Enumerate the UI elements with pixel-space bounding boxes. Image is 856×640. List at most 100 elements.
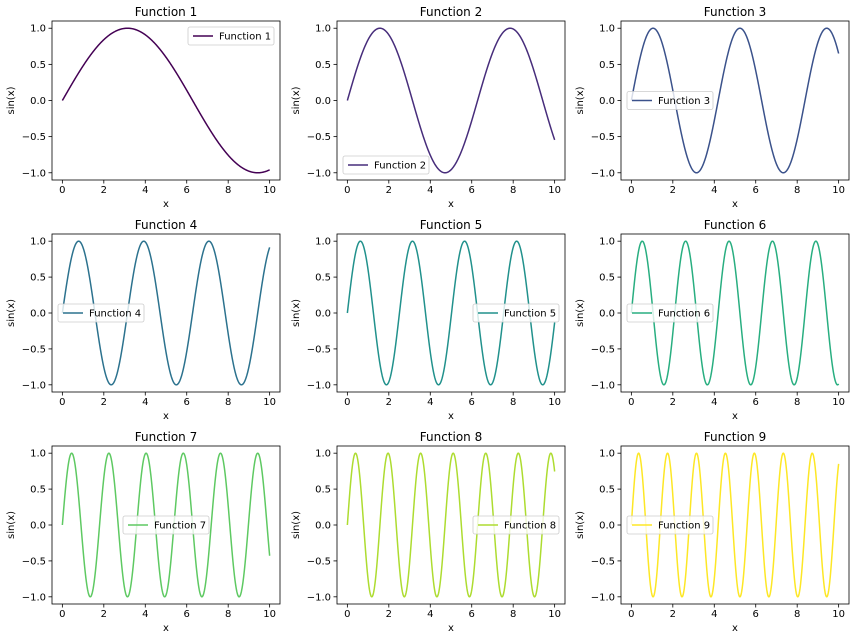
x-tick-label: 8 <box>225 609 231 620</box>
x-tick-label: 0 <box>59 397 65 408</box>
series-line <box>630 452 840 598</box>
y-tick-label: −1.0 <box>307 380 331 391</box>
x-tick-label: 8 <box>510 185 516 196</box>
x-tick-label: 10 <box>548 609 561 620</box>
legend-label: Function 7 <box>154 521 206 532</box>
x-tick-label: 10 <box>832 185 845 196</box>
x-tick-label: 6 <box>184 397 190 408</box>
series-line <box>630 27 840 174</box>
x-tick-label: 4 <box>711 397 717 408</box>
y-tick-label: 0.5 <box>30 273 46 284</box>
x-tick-label: 2 <box>670 397 676 408</box>
legend-label: Function 1 <box>219 32 271 43</box>
x-axis-label: x <box>163 411 169 422</box>
x-tick-label: 0 <box>344 185 350 196</box>
x-tick-label: 2 <box>386 185 392 196</box>
x-axis-label: x <box>448 411 454 422</box>
legend-label: Function 3 <box>658 96 710 107</box>
legend: Function 7 <box>122 515 210 535</box>
y-axis-label: sin(x) <box>291 299 302 327</box>
x-tick-label: 8 <box>225 185 231 196</box>
legend-label: Function 5 <box>504 309 556 320</box>
x-axis-label: x <box>163 199 169 210</box>
x-tick-label: 6 <box>469 185 475 196</box>
legend: Function 1 <box>187 26 275 46</box>
x-tick-label: 6 <box>753 609 759 620</box>
x-tick-label: 4 <box>142 185 148 196</box>
legend-box <box>472 515 560 535</box>
subplot-title: Function 8 <box>420 430 483 444</box>
x-tick-label: 10 <box>263 185 276 196</box>
series-line <box>630 240 840 386</box>
x-tick-label: 6 <box>469 609 475 620</box>
subplot-8: Function 8 0 2 4 6 8 10 −1.0 −0.5 0.0 0.5 1.0 x sin(x… <box>291 430 566 634</box>
y-tick-label: 0.5 <box>315 485 331 496</box>
subplot-6: Function 6 0 2 4 6 8 10 −1.0 −0.5 0.0 0.5 1.0 x sin(x… <box>575 218 850 422</box>
subplot-title: Function 1 <box>135 5 198 19</box>
y-axis-label: sin(x) <box>575 511 586 539</box>
x-axis-label: x <box>448 623 454 634</box>
y-tick-label: 0.5 <box>30 60 46 71</box>
y-tick-label: 0.5 <box>599 273 615 284</box>
y-axis-label: sin(x) <box>6 299 17 327</box>
y-axis-label: sin(x) <box>6 511 17 539</box>
x-tick-label: 8 <box>510 397 516 408</box>
y-tick-label: 1.0 <box>599 237 615 248</box>
y-tick-label: −0.5 <box>22 132 46 143</box>
y-axis-label: sin(x) <box>291 86 302 114</box>
x-tick-label: 4 <box>711 185 717 196</box>
y-tick-label: 0.5 <box>30 485 46 496</box>
x-tick-label: 2 <box>386 609 392 620</box>
y-tick-label: 0.5 <box>315 60 331 71</box>
x-tick-label: 2 <box>101 185 107 196</box>
x-tick-label: 10 <box>548 185 561 196</box>
axes-frame <box>51 445 281 605</box>
subplot-3: Function 3 0 2 4 6 8 10 −1.0 −0.5 0.0 0.5 1.0 x sin(x… <box>575 5 850 210</box>
y-tick-label: 1.0 <box>30 24 46 35</box>
series-line <box>61 240 271 386</box>
subplot-7: Function 7 0 2 4 6 8 10 −1.0 −0.5 0.0 0.5 1.0 x sin(x… <box>6 430 281 634</box>
axes-frame <box>51 20 281 181</box>
x-tick-label: 4 <box>427 185 433 196</box>
x-axis-label: x <box>732 623 738 634</box>
y-tick-label: 1.0 <box>30 449 46 460</box>
x-tick-label: 2 <box>670 185 676 196</box>
y-tick-label: 0.5 <box>599 60 615 71</box>
y-tick-label: 1.0 <box>315 449 331 460</box>
legend-box <box>472 303 560 323</box>
y-tick-label: −0.5 <box>307 344 331 355</box>
x-tick-label: 0 <box>628 185 634 196</box>
subplot-2: Function 2 0 2 4 6 8 10 −1.0 −0.5 0.0 0.5 1.0 x sin(x… <box>291 5 566 210</box>
subplot-5: Function 5 0 2 4 6 8 10 −1.0 −0.5 0.0 0.5 1.0 x sin(x… <box>291 218 566 422</box>
legend-box <box>626 515 714 535</box>
legend-box <box>626 303 714 323</box>
y-tick-label: 0.0 <box>30 309 46 320</box>
x-tick-label: 2 <box>670 609 676 620</box>
y-tick-label: −0.5 <box>307 556 331 567</box>
legend: Function 5 <box>472 303 560 323</box>
subplot-title: Function 7 <box>135 430 198 444</box>
y-tick-label: 0.5 <box>599 485 615 496</box>
x-tick-label: 2 <box>101 397 107 408</box>
y-tick-label: 0.0 <box>315 309 331 320</box>
x-tick-label: 8 <box>794 397 800 408</box>
y-tick-label: 1.0 <box>599 24 615 35</box>
subplot-title: Function 9 <box>704 430 767 444</box>
y-tick-label: −0.5 <box>591 132 615 143</box>
x-tick-label: 10 <box>832 397 845 408</box>
y-tick-label: 1.0 <box>315 237 331 248</box>
legend: Function 9 <box>626 515 714 535</box>
y-tick-label: 0.5 <box>315 273 331 284</box>
legend: Function 8 <box>472 515 560 535</box>
y-tick-label: −1.0 <box>22 380 46 391</box>
x-tick-label: 10 <box>263 609 276 620</box>
axes-frame <box>620 20 850 181</box>
subplot-title: Function 4 <box>135 218 198 232</box>
legend-label: Function 6 <box>658 309 710 320</box>
y-tick-label: 0.0 <box>315 96 331 107</box>
x-tick-label: 8 <box>794 609 800 620</box>
x-tick-label: 0 <box>59 185 65 196</box>
x-tick-label: 4 <box>711 609 717 620</box>
y-tick-label: −0.5 <box>307 132 331 143</box>
legend-box <box>57 303 145 323</box>
